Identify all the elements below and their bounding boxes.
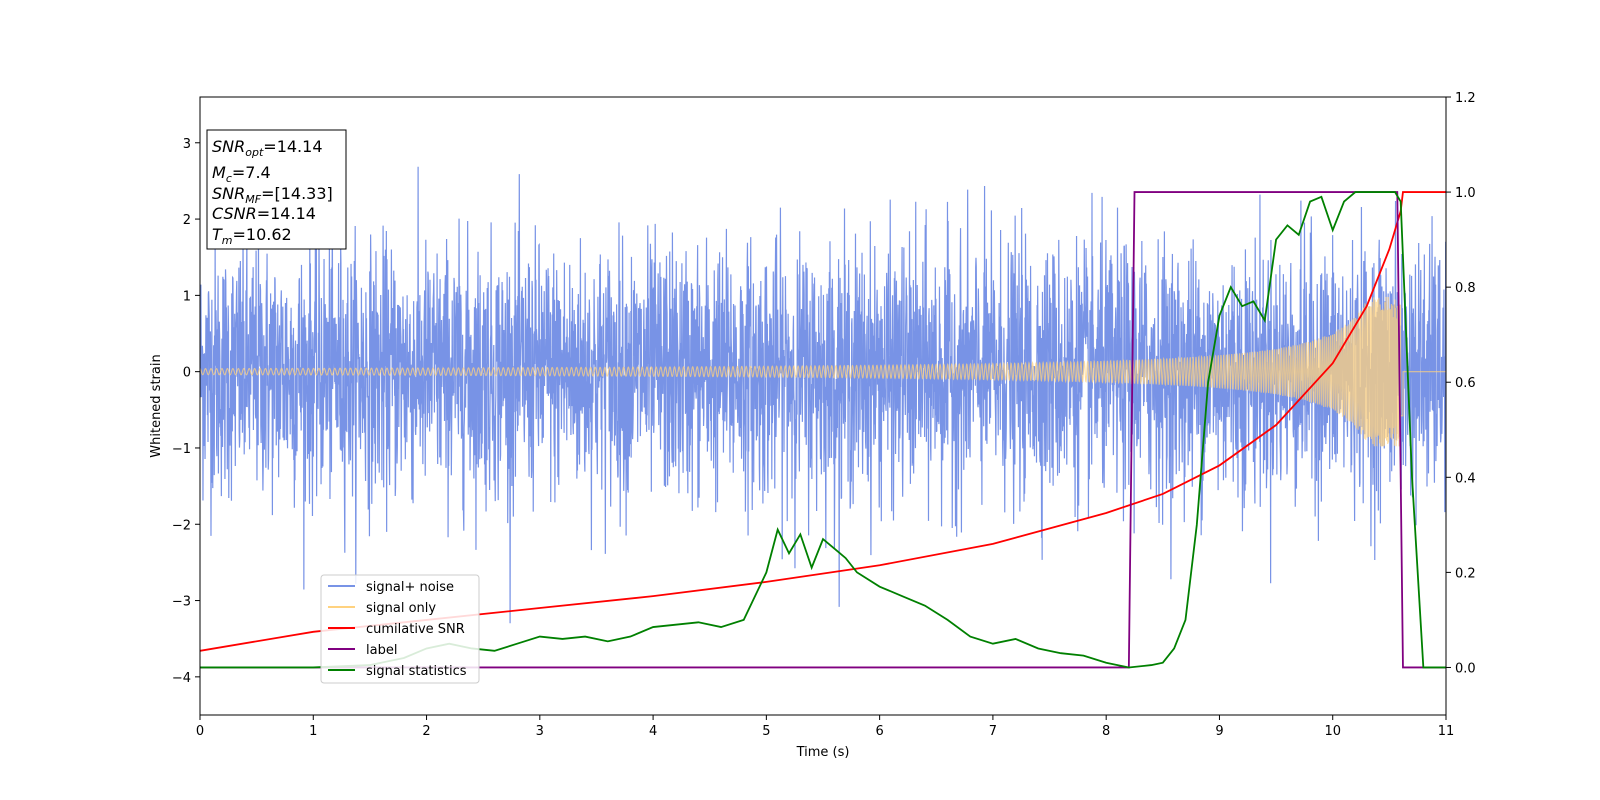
y-right-tick-label: 0.8	[1455, 281, 1476, 296]
y-axis-right: 0.0 0.2 0.4 0.6 0.8 1.0 1.2	[1446, 91, 1476, 676]
x-tick-label: 3	[536, 724, 544, 739]
series-cumulative-snr	[200, 191, 1446, 652]
y-right-tick-label: 0.2	[1455, 566, 1476, 581]
y-left-tick-label: 2	[183, 213, 191, 228]
x-tick-label: 4	[649, 724, 657, 739]
series-label	[200, 191, 1446, 669]
x-tick-label: 11	[1438, 724, 1455, 739]
y-right-tick-label: 0.4	[1455, 471, 1476, 486]
y-left-tick-label: 3	[183, 137, 191, 152]
series-signal-noise	[200, 166, 1446, 624]
y-right-tick-label: 1.0	[1455, 186, 1476, 201]
x-tick-label: 5	[762, 724, 770, 739]
x-axis-label: Time (s)	[796, 745, 850, 760]
y-right-tick-label: 1.2	[1455, 91, 1476, 106]
info-box-frame	[206, 129, 347, 250]
y-right-tick-label: 0.6	[1455, 376, 1476, 391]
x-tick-label: 2	[422, 724, 430, 739]
info-csnr: CSNR=14.14	[212, 204, 316, 223]
x-tick-label: 9	[1215, 724, 1223, 739]
x-tick-label: 7	[989, 724, 997, 739]
plot-frame	[199, 96, 1447, 716]
y-right-tick-label: 0.0	[1455, 661, 1476, 676]
x-tick-label: 1	[309, 724, 317, 739]
y-left-tick-label: 1	[183, 289, 191, 304]
x-tick-label: 8	[1102, 724, 1110, 739]
y-left-tick-label: −2	[172, 518, 191, 533]
info-mc: Mc=7.4	[212, 163, 271, 185]
x-tick-label: 6	[875, 724, 883, 739]
legend-frame	[320, 574, 480, 684]
info-snr-mf: SNRMF=[14.33]	[212, 184, 333, 206]
x-tick-label: 0	[196, 724, 204, 739]
series-layer	[200, 166, 1446, 669]
info-snr-opt: SNRopt=14.14	[212, 137, 323, 159]
y-left-tick-label: 0	[183, 366, 191, 381]
y-left-tick-label: −3	[172, 595, 191, 610]
legend: signal+ noise signal only cumilative SNR…	[320, 574, 480, 684]
legend-label-label: label	[366, 643, 397, 658]
info-box: SNRopt=14.14 Mc=7.4 SNRMF=[14.33] CSNR=1…	[206, 129, 347, 250]
y-left-tick-label: −4	[172, 671, 191, 686]
x-tick-label: 10	[1324, 724, 1341, 739]
legend-label-cumulative-snr: cumilative SNR	[366, 622, 465, 637]
y-axis-label: Whitened strain	[149, 354, 164, 457]
series-signal-only	[200, 296, 1446, 447]
series-signal-statistics	[200, 191, 1446, 669]
legend-label-signal-statistics: signal statistics	[366, 664, 467, 679]
info-tm: Tm=10.62	[212, 225, 292, 247]
legend-label-signal-noise: signal+ noise	[366, 580, 454, 595]
y-axis-left: −4 −3 −2 −1 0 1 2 3	[172, 137, 200, 686]
legend-label-signal-only: signal only	[366, 601, 436, 616]
y-left-tick-label: −1	[172, 442, 191, 457]
x-axis: 0 1 2 3 4 5 6 7 8 9 10 11	[196, 715, 1454, 739]
